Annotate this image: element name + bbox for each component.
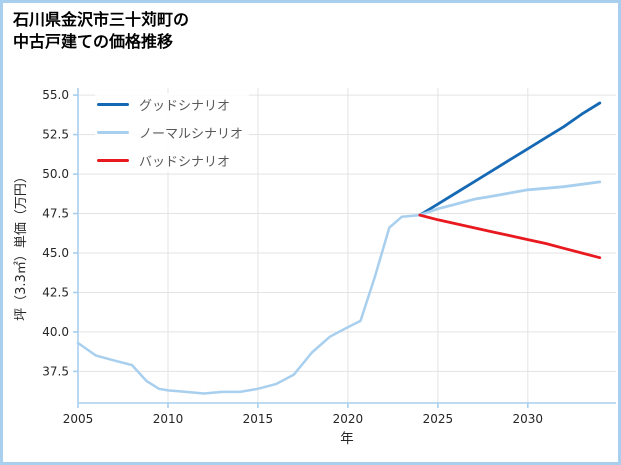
y-tick-label-55: 55.0 <box>42 88 69 102</box>
x-tick-label-2010: 2010 <box>153 412 184 426</box>
series-line-bad <box>418 213 602 260</box>
x-tick-label-2030: 2030 <box>513 412 544 426</box>
legend-line-swatch <box>97 159 129 162</box>
x-tick-label-2025: 2025 <box>423 412 454 426</box>
legend-item-2: バッドシナリオ <box>97 151 243 170</box>
legend-label: ノーマルシナリオ <box>139 127 244 142</box>
y-tick-label-47.5: 47.5 <box>42 207 69 221</box>
x-tick-label-2005: 2005 <box>63 412 94 426</box>
x-axis-label: 年 <box>340 431 354 447</box>
legend-item-0: グッドシナリオ <box>97 95 243 114</box>
y-tick-label-40: 40.0 <box>42 325 69 339</box>
price-trend-line-chart: 2005 2010 2015 2020 2025 2030 37.5 40.0 42.5 45.0… <box>13 88 616 447</box>
series-line-history <box>76 213 422 395</box>
chart-title-line2: 中古戸建ての価格推移 <box>13 32 174 52</box>
legend-line-swatch <box>97 131 129 134</box>
y-tick-label-42.5: 42.5 <box>42 286 69 300</box>
y-tick-label-45: 45.0 <box>42 246 69 260</box>
chart-title: 石川県金沢市三十苅町の 中古戸建ての価格推移 <box>13 9 189 54</box>
y-tick-label-37.5: 37.5 <box>42 364 69 378</box>
y-axis-label: 坪（3.3㎡）単価（万円） <box>13 170 29 321</box>
legend-label: グッドシナリオ <box>139 99 231 114</box>
x-tick-label-2020: 2020 <box>333 412 364 426</box>
legend-item-1: ノーマルシナリオ <box>97 123 243 142</box>
chart-legend: グッドシナリオ ノーマルシナリオ バッドシナリオ <box>95 93 250 172</box>
y-tick-label-50: 50.0 <box>42 167 69 181</box>
y-tick-label-52.5: 52.5 <box>42 128 69 142</box>
legend-label: バッドシナリオ <box>139 155 231 170</box>
series-line-normal <box>418 180 602 217</box>
legend-line-swatch <box>97 103 129 106</box>
x-tick-label-2015: 2015 <box>243 412 274 426</box>
series-line-good <box>418 101 602 217</box>
chart-title-line1: 石川県金沢市三十苅町の <box>13 10 190 29</box>
